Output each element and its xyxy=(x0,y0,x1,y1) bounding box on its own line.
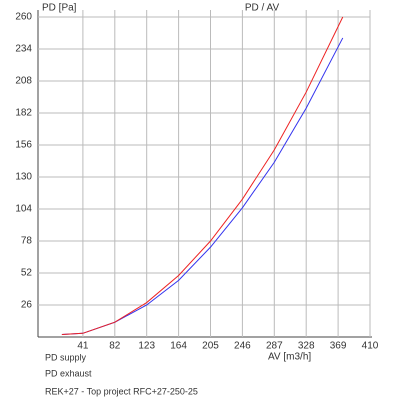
legend-label: PD supply xyxy=(45,352,87,362)
y-tick-label: 260 xyxy=(15,12,32,23)
x-tick-label: 164 xyxy=(170,341,187,352)
x-tick-label: 41 xyxy=(77,341,89,352)
x-tick-label: 246 xyxy=(234,341,251,352)
x-tick-label: 287 xyxy=(266,341,283,352)
y-tick-label: 78 xyxy=(21,236,33,247)
footer: REK+27 - Top project RFC+27-250-25 xyxy=(45,386,198,396)
x-tick-label: 123 xyxy=(138,341,155,352)
y-tick-label: 104 xyxy=(15,204,32,215)
x-tick-label: 82 xyxy=(109,341,121,352)
y-axis-title: PD [Pa] xyxy=(42,3,77,14)
x-tick-label: 205 xyxy=(202,341,219,352)
y-tick-label: 182 xyxy=(15,108,32,119)
y-tick-label: 52 xyxy=(21,268,33,279)
y-tick-label: 130 xyxy=(15,172,32,183)
chart-title: PD / AV xyxy=(245,3,280,14)
x-tick-label: 328 xyxy=(298,341,315,352)
y-tick-label: 208 xyxy=(15,76,32,87)
y-tick-label: 234 xyxy=(15,44,32,55)
line-series xyxy=(61,16,344,336)
legend-label: PD exhaust xyxy=(45,368,92,378)
y-tick-label: 26 xyxy=(21,300,33,311)
x-axis-title: AV [m3/h] xyxy=(268,352,311,363)
x-tick-label: 369 xyxy=(330,341,347,352)
y-tick-label: 156 xyxy=(15,140,32,151)
x-tick-label: 410 xyxy=(362,341,379,352)
